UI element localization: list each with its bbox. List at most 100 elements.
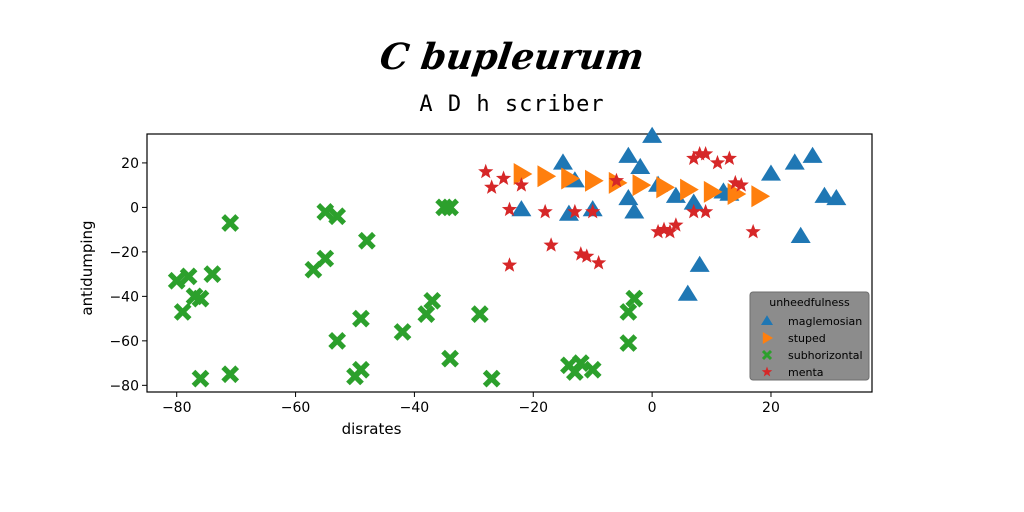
point-subhorizontal <box>423 291 442 310</box>
point-maglemosian <box>784 153 805 170</box>
point-stuped <box>751 185 771 208</box>
axes-frame <box>146 133 873 393</box>
legend-label: subhorizontal <box>788 349 863 362</box>
point-stuped <box>584 169 604 192</box>
legend: unheedfulness maglemosian stuped subhorizon… <box>749 291 870 381</box>
point-maglemosian <box>552 153 573 170</box>
point-menta <box>692 146 708 161</box>
legend-marker <box>762 332 773 344</box>
legend-label: maglemosian <box>788 315 862 328</box>
point-subhorizontal <box>393 323 412 341</box>
point-menta <box>608 172 625 188</box>
point-maglemosian <box>624 202 645 219</box>
point-menta <box>573 246 589 261</box>
point-maglemosian <box>618 189 639 206</box>
point-menta <box>686 150 702 165</box>
x-axis-label: disrates <box>342 420 402 438</box>
point-subhorizontal <box>316 249 335 268</box>
point-subhorizontal <box>221 214 240 232</box>
chart-subtitle: A D h scriber <box>419 92 605 117</box>
point-menta <box>668 217 684 232</box>
y-tick-label: 20 <box>121 156 139 172</box>
point-subhorizontal <box>191 369 210 388</box>
point-stuped <box>632 174 652 197</box>
point-maglemosian <box>683 193 704 210</box>
point-subhorizontal <box>179 267 198 286</box>
x-tick-label: 0 <box>648 400 657 416</box>
point-menta <box>662 223 678 239</box>
point-maglemosian <box>814 186 835 203</box>
point-menta <box>697 146 714 161</box>
point-subhorizontal <box>328 331 347 350</box>
point-menta <box>579 248 595 263</box>
point-maglemosian <box>689 255 710 272</box>
series-maglemosian <box>511 126 847 301</box>
point-menta <box>484 179 500 194</box>
point-maglemosian <box>642 126 663 143</box>
x-tick-label: 20 <box>762 400 780 416</box>
y-tick-label: 0 <box>130 200 139 216</box>
point-menta <box>591 255 607 270</box>
x-tick-label: −20 <box>518 400 548 416</box>
point-maglemosian <box>630 157 651 175</box>
point-subhorizontal <box>566 363 584 381</box>
legend-label: menta <box>788 366 824 379</box>
point-subhorizontal <box>316 202 335 221</box>
series-stuped <box>513 163 771 208</box>
point-subhorizontal <box>417 305 436 324</box>
point-subhorizontal <box>482 369 501 388</box>
point-menta <box>733 177 749 192</box>
point-menta <box>697 203 714 219</box>
point-maglemosian <box>760 164 781 181</box>
point-subhorizontal <box>346 367 364 386</box>
point-subhorizontal <box>352 309 370 328</box>
point-menta <box>656 221 672 237</box>
point-maglemosian <box>511 200 532 217</box>
y-tick-label: −60 <box>109 334 139 350</box>
point-menta <box>543 237 559 252</box>
y-axis-label: antidumping <box>78 220 96 315</box>
legend-box <box>749 291 870 381</box>
point-subhorizontal <box>435 198 453 217</box>
point-menta <box>501 201 518 217</box>
y-tick-label: −20 <box>109 245 139 261</box>
legend-marker <box>761 315 773 325</box>
point-subhorizontal <box>441 349 459 368</box>
point-maglemosian <box>802 146 823 163</box>
legend-marker <box>761 349 773 361</box>
point-menta <box>567 203 583 219</box>
point-stuped <box>703 180 723 203</box>
point-subhorizontal <box>583 360 602 379</box>
x-tick-label: −60 <box>281 400 311 416</box>
point-subhorizontal <box>358 231 376 250</box>
point-menta <box>478 163 494 179</box>
point-maglemosian <box>677 284 698 301</box>
point-subhorizontal <box>470 305 489 324</box>
point-subhorizontal <box>191 289 210 308</box>
point-stuped <box>656 176 676 199</box>
point-subhorizontal <box>619 303 638 321</box>
point-stuped <box>537 165 557 188</box>
y-tick-label: −80 <box>109 378 139 394</box>
y-tick-label: −40 <box>109 289 139 305</box>
point-subhorizontal <box>173 303 192 321</box>
point-subhorizontal <box>167 271 186 290</box>
point-subhorizontal <box>203 265 222 283</box>
point-maglemosian <box>790 226 811 243</box>
point-menta <box>727 174 743 190</box>
legend-marker <box>761 366 773 377</box>
point-menta <box>686 203 702 219</box>
x-tick-label: −40 <box>400 400 430 416</box>
series-menta <box>478 146 761 272</box>
point-maglemosian <box>826 189 847 206</box>
legend-label: stuped <box>788 332 826 345</box>
point-stuped <box>727 183 747 206</box>
point-maglemosian <box>618 146 639 163</box>
plot-area: −80 −60 −40 −20 0 20 −80 −60 −40 −20 0 20 disrates an… <box>78 126 873 438</box>
point-menta <box>495 170 512 185</box>
point-stuped <box>513 163 533 186</box>
point-menta <box>585 203 601 219</box>
point-subhorizontal <box>619 334 638 352</box>
point-menta <box>513 177 529 192</box>
